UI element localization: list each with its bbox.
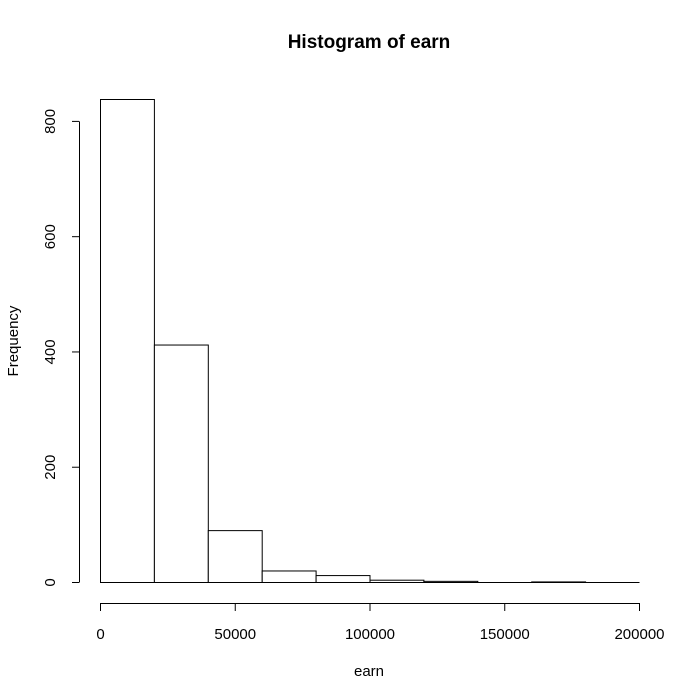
histogram-bar: [153, 344, 209, 583]
y-tick-label: 400: [42, 339, 59, 364]
y-tick-label: 600: [42, 224, 59, 249]
histogram-bar: [423, 580, 479, 583]
histogram-bar: [100, 99, 155, 583]
y-tick-label: 800: [42, 109, 59, 134]
x-tick-label: 100000: [345, 626, 395, 643]
histogram-bar: [369, 579, 425, 584]
histogram-bar: [207, 530, 263, 583]
bars-group: [100, 99, 640, 584]
x-tick-label: 150000: [480, 626, 530, 643]
y-axis: 0 200 400 600 800: [42, 109, 80, 587]
x-axis-label: earn: [354, 663, 384, 680]
x-tick-label: 50000: [214, 626, 256, 643]
x-tick-label: 0: [96, 626, 104, 643]
y-tick-label: 0: [42, 578, 59, 586]
x-tick-label: 200000: [614, 626, 664, 643]
histogram-bar: [531, 581, 587, 584]
histogram-bar: [261, 570, 317, 583]
histogram-bar: [315, 575, 371, 584]
y-axis-label: Frequency: [5, 305, 22, 376]
chart-title: Histogram of earn: [288, 32, 451, 53]
y-tick-label: 200: [42, 455, 59, 480]
x-axis: 0 50000 100000 150000 200000: [96, 603, 665, 643]
